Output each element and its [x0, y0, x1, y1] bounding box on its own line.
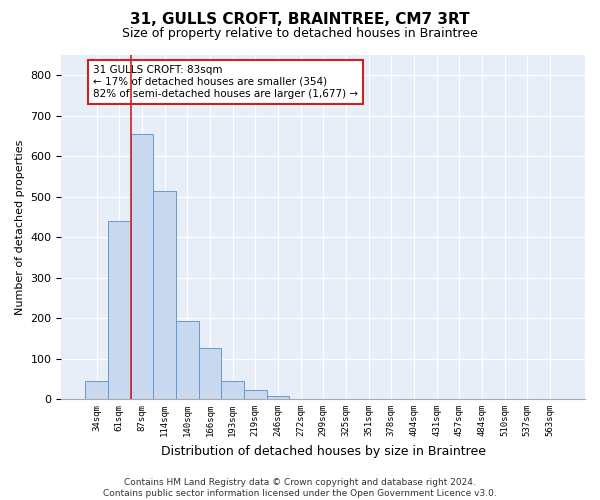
- Text: 31 GULLS CROFT: 83sqm
← 17% of detached houses are smaller (354)
82% of semi-det: 31 GULLS CROFT: 83sqm ← 17% of detached …: [93, 66, 358, 98]
- Bar: [266, 396, 289, 399]
- Text: Contains HM Land Registry data © Crown copyright and database right 2024.
Contai: Contains HM Land Registry data © Crown c…: [103, 478, 497, 498]
- Bar: [199, 348, 221, 399]
- Bar: [108, 221, 131, 399]
- Bar: [244, 390, 266, 399]
- Bar: [221, 381, 244, 399]
- Bar: [176, 321, 199, 399]
- X-axis label: Distribution of detached houses by size in Braintree: Distribution of detached houses by size …: [161, 444, 486, 458]
- Text: 31, GULLS CROFT, BRAINTREE, CM7 3RT: 31, GULLS CROFT, BRAINTREE, CM7 3RT: [130, 12, 470, 28]
- Bar: [85, 381, 108, 399]
- Bar: [153, 190, 176, 399]
- Y-axis label: Number of detached properties: Number of detached properties: [15, 140, 25, 314]
- Text: Size of property relative to detached houses in Braintree: Size of property relative to detached ho…: [122, 28, 478, 40]
- Bar: [131, 134, 153, 399]
